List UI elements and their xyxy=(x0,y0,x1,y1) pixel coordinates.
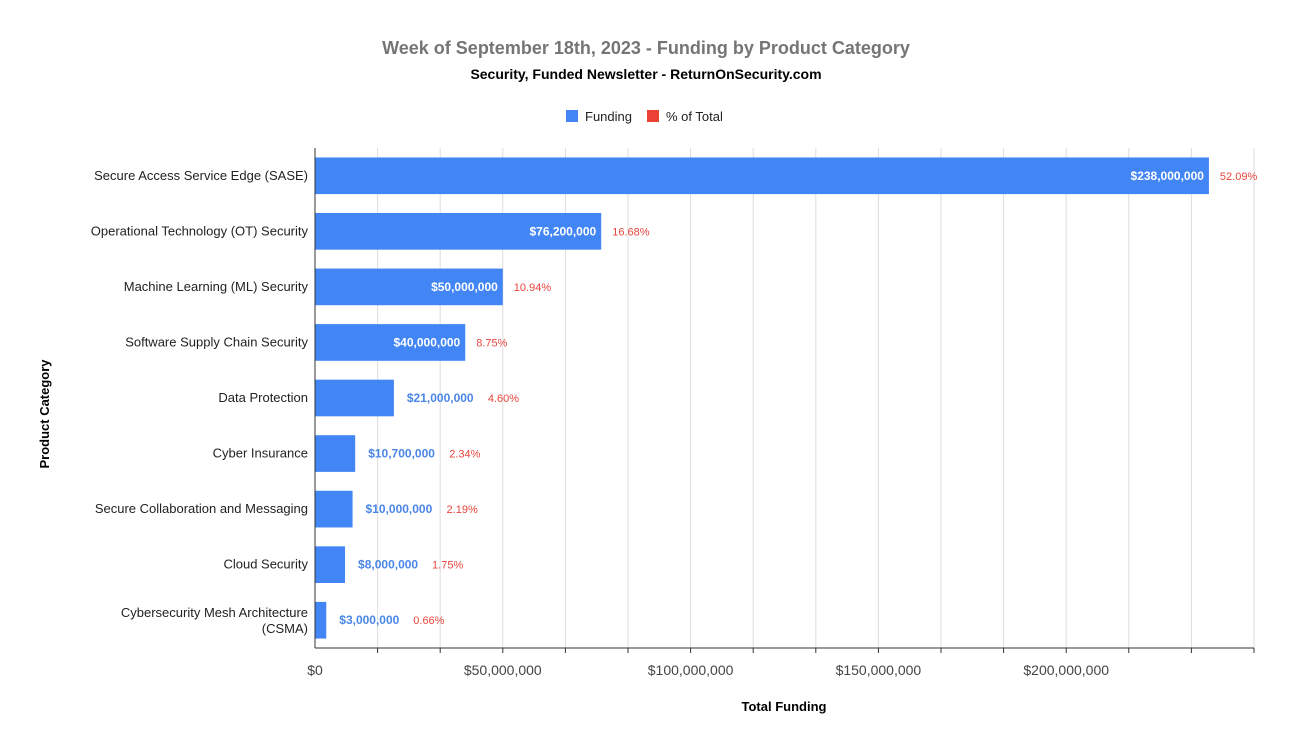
percent-value-label: 16.68% xyxy=(612,226,650,238)
legend: Funding % of Total xyxy=(566,109,723,124)
category-labels: Secure Access Service Edge (SASE) Operati… xyxy=(91,168,309,636)
category-label: Cyber Insurance xyxy=(213,446,308,461)
category-label: Secure Access Service Edge (SASE) xyxy=(94,168,308,183)
funding-value-label: $238,000,000 xyxy=(1131,169,1205,183)
category-label: Cybersecurity Mesh Architecture (CSMA) xyxy=(121,605,308,636)
percent-value-label: 2.34% xyxy=(449,449,480,461)
x-tick-label: $200,000,000 xyxy=(1023,662,1109,678)
x-tick-label: $50,000,000 xyxy=(464,662,542,678)
legend-percent-swatch xyxy=(647,110,659,122)
data-labels: $238,000,000 52.09% $76,200,000 16.68% $50,0… xyxy=(339,169,1257,627)
percent-value-label: 10.94% xyxy=(514,282,552,294)
bar xyxy=(315,213,602,250)
category-label: Data Protection xyxy=(218,390,308,405)
funding-value-label: $10,000,000 xyxy=(366,502,433,516)
chart-title: Week of September 18th, 2023 - Funding b… xyxy=(382,38,910,58)
axes: $0 $50,000,000 $100,000,000 $150,000,000 $20… xyxy=(307,148,1255,678)
x-tick-label: $150,000,000 xyxy=(836,662,922,678)
funding-value-label: $50,000,000 xyxy=(431,280,498,294)
funding-value-label: $76,200,000 xyxy=(529,224,596,238)
percent-value-label: 8.75% xyxy=(476,337,507,349)
legend-funding-label: Funding xyxy=(585,109,632,124)
x-axis-title: Total Funding xyxy=(742,699,827,714)
category-label: Machine Learning (ML) Security xyxy=(124,279,309,294)
percent-value-label: 52.09% xyxy=(1220,171,1258,183)
category-label: Secure Collaboration and Messaging xyxy=(95,501,308,516)
percent-value-label: 2.19% xyxy=(447,504,478,516)
funding-value-label: $10,700,000 xyxy=(368,447,435,461)
legend-funding-swatch xyxy=(566,110,578,122)
percent-value-label: 4.60% xyxy=(488,393,519,405)
funding-value-label: $21,000,000 xyxy=(407,391,474,405)
bar xyxy=(315,157,1209,195)
bar xyxy=(315,435,356,472)
chart-subtitle: Security, Funded Newsletter - ReturnOnSe… xyxy=(470,66,821,82)
category-label: Cloud Security xyxy=(223,557,308,572)
x-tick-label: $0 xyxy=(307,662,323,678)
bars xyxy=(315,157,1209,639)
bar xyxy=(315,601,327,639)
bar xyxy=(315,490,353,528)
bar xyxy=(315,268,503,306)
bar xyxy=(315,379,394,417)
gridlines xyxy=(377,148,1255,648)
funding-value-label: $8,000,000 xyxy=(358,558,418,572)
bar xyxy=(315,324,466,361)
funding-value-label: $40,000,000 xyxy=(394,335,461,349)
x-tick-label: $100,000,000 xyxy=(648,662,734,678)
bar xyxy=(315,546,346,583)
legend-percent-label: % of Total xyxy=(666,109,723,124)
category-label: Operational Technology (OT) Security xyxy=(91,223,309,238)
funding-value-label: $3,000,000 xyxy=(339,613,399,627)
category-label: Software Supply Chain Security xyxy=(125,334,308,349)
y-axis-title: Product Category xyxy=(37,359,52,469)
percent-value-label: 1.75% xyxy=(432,560,463,572)
percent-value-label: 0.66% xyxy=(413,615,444,627)
